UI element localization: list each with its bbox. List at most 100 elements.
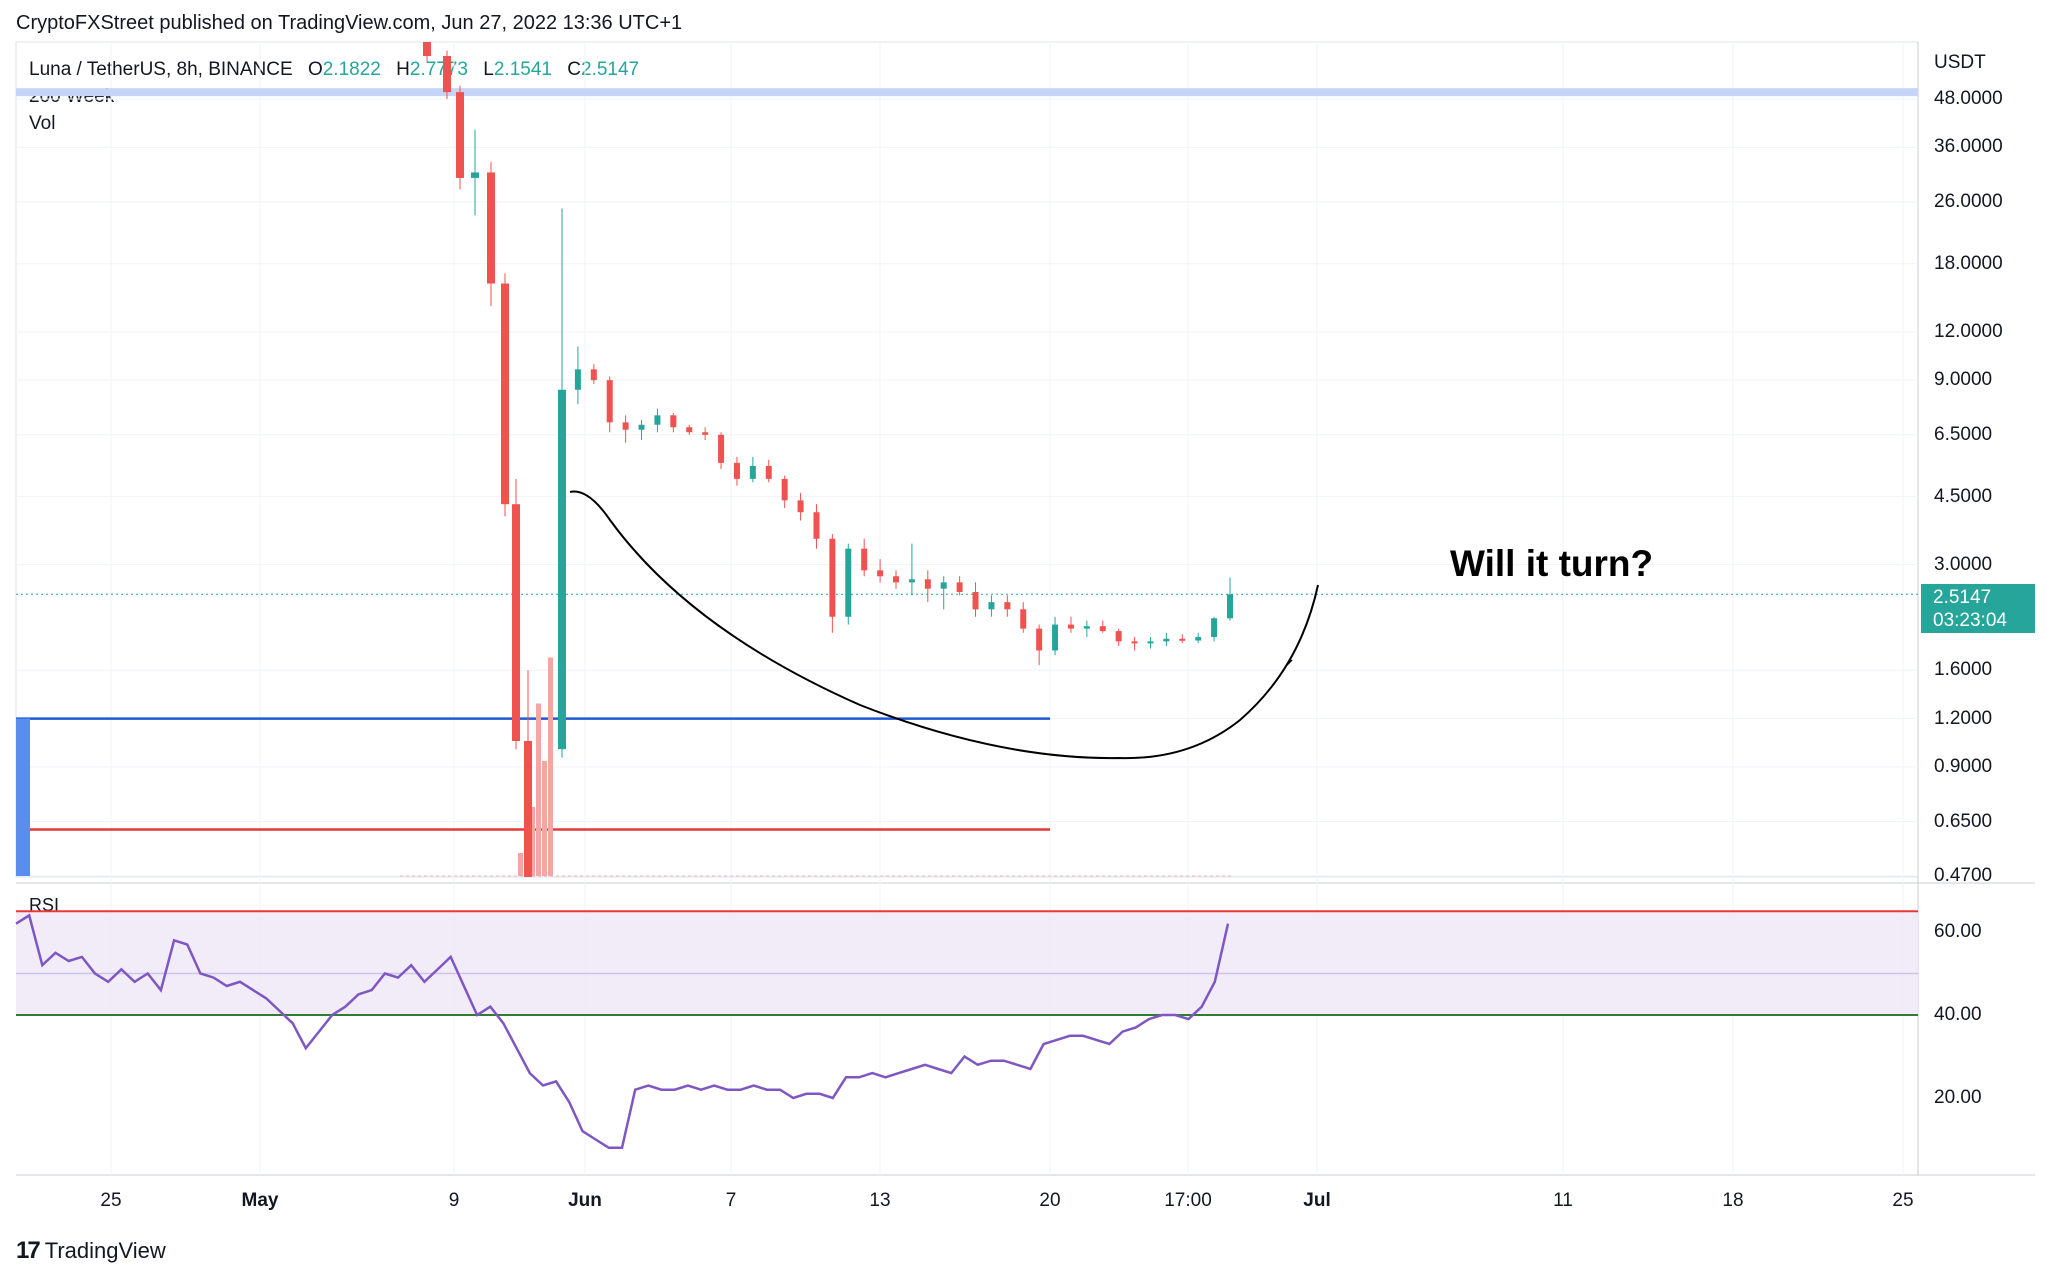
price-tick-label: 18.0000 — [1934, 252, 2003, 274]
price-tick-label: 6.5000 — [1934, 423, 1993, 445]
time-tick-label: May — [241, 1190, 279, 1211]
candle-body-47 — [1179, 638, 1186, 641]
candle-body-17 — [702, 432, 709, 435]
candle-body-38 — [1036, 628, 1043, 651]
candle-body-8 — [558, 389, 566, 750]
candle-body-42 — [1099, 626, 1106, 632]
footer-branding[interactable]: 17 TradingView — [16, 1237, 166, 1265]
candle-body-2 — [456, 92, 464, 178]
candle-body-46 — [1163, 638, 1170, 642]
last-price-value: 2.5147 — [1933, 587, 1992, 608]
candle-body-13 — [638, 424, 645, 430]
time-tick-label: 7 — [725, 1190, 737, 1211]
candle-body-0 — [423, 42, 431, 57]
rsi-tick-label: 60.00 — [1934, 921, 1982, 942]
time-tick-label: Jun — [568, 1190, 602, 1211]
time-tick-label: 18 — [1722, 1190, 1744, 1211]
volume-bar-4 — [542, 761, 547, 876]
legend-open-label: O — [307, 59, 323, 80]
legend-ohlc-row: Luna / TetherUS, 8h, BINANCE O2.1822 H 2.… — [29, 56, 639, 83]
candle-body-18 — [718, 434, 725, 463]
left-volume-block — [16, 718, 30, 876]
chart-annotation-text[interactable]: Will it turn? — [1450, 543, 1654, 584]
price-tick-label: 0.6500 — [1934, 810, 1993, 832]
legend-symbol[interactable]: Luna / TetherUS, 8h, BINANCE — [29, 59, 293, 80]
bar-countdown: 03:23:04 — [1933, 610, 2007, 631]
chart-legend: Luna / TetherUS, 8h, BINANCE O2.1822 H 2.… — [29, 56, 639, 137]
attribution-text: CryptoFXStreet published on TradingView.… — [16, 12, 683, 34]
candle-body-19 — [733, 462, 740, 479]
candle-body-22 — [781, 478, 788, 501]
price-tick-label: 36.0000 — [1934, 136, 2003, 158]
candle-body-26 — [845, 548, 852, 617]
candle-body-28 — [877, 570, 884, 577]
candle-body-1 — [443, 56, 451, 93]
price-tick-label: 4.5000 — [1934, 485, 1993, 507]
time-tick-label: 13 — [869, 1190, 891, 1211]
legend-close-value: 2.5147 — [581, 59, 640, 80]
candle-body-3 — [471, 172, 479, 178]
candle-body-45 — [1147, 641, 1154, 644]
rounding-bottom-drawing — [569, 490, 1319, 760]
candle-body-33 — [956, 582, 963, 592]
volume-bar-0 — [518, 853, 523, 876]
candle-body-14 — [654, 415, 661, 425]
time-tick-label: 25 — [100, 1190, 122, 1211]
time-tick-label: 20 — [1039, 1190, 1061, 1211]
price-tick-label: 26.0000 — [1934, 190, 2003, 212]
candle-body-21 — [765, 465, 772, 479]
rsi-pane-label[interactable]: RSI — [29, 895, 60, 915]
rsi-line — [15, 913, 1230, 1150]
candle-body-39 — [1052, 624, 1059, 651]
legend-low-value: 2.1541 — [493, 59, 552, 80]
candle-body-27 — [861, 548, 868, 571]
candle-body-50 — [1227, 594, 1233, 619]
time-tick-label: Jul — [1303, 1190, 1331, 1211]
candle-body-23 — [797, 500, 804, 513]
candle-body-49 — [1211, 618, 1218, 638]
price-tick-label: 1.2000 — [1934, 707, 1993, 729]
candle-body-44 — [1131, 641, 1138, 644]
legend-volume-indicator[interactable]: Vol — [29, 113, 56, 134]
price-scale-unit: USDT — [1934, 52, 1986, 73]
price-tick-label: 12.0000 — [1934, 320, 2003, 342]
volume-bar-2 — [530, 807, 535, 876]
legend-open-value: 2.1822 — [322, 59, 381, 80]
candle-body-11 — [606, 380, 613, 423]
time-tick-label: 17:00 — [1164, 1190, 1212, 1211]
candle-body-20 — [749, 465, 756, 479]
tradingview-logo-icon: 17 — [16, 1237, 41, 1264]
volume-bar-3 — [536, 703, 541, 876]
footer-brand-name: TradingView — [44, 1238, 166, 1263]
price-tick-label: 9.0000 — [1934, 369, 1993, 391]
legend-close-label: C — [567, 59, 581, 80]
candle-body-12 — [622, 422, 629, 430]
ma-200-week-line — [16, 88, 1918, 97]
candle-body-48 — [1195, 637, 1202, 641]
candle-body-4 — [487, 172, 495, 284]
candle-body-41 — [1083, 626, 1090, 629]
candle-body-40 — [1067, 624, 1074, 629]
candle-body-36 — [1004, 602, 1011, 610]
time-tick-label: 25 — [1892, 1190, 1914, 1211]
price-tick-label: 48.0000 — [1934, 88, 2003, 109]
candle-body-15 — [670, 415, 677, 428]
candle-body-10 — [590, 369, 597, 381]
last-price-badge: 2.5147 03:23:04 — [1921, 584, 2035, 633]
price-tick-label: 1.6000 — [1934, 659, 1993, 681]
price-tick-label: 0.9000 — [1934, 755, 1993, 777]
legend-low-label: L — [483, 59, 494, 80]
rsi-band-fill — [16, 911, 1918, 1015]
candle-body-7 — [524, 740, 532, 877]
time-tick-label: 11 — [1553, 1190, 1573, 1211]
candle-body-37 — [1020, 609, 1027, 629]
candle-body-9 — [574, 369, 581, 390]
candle-body-6 — [512, 504, 520, 741]
legend-high-label: H — [396, 59, 410, 80]
candle-body-34 — [972, 591, 979, 610]
rsi-tick-label: 40.00 — [1934, 1004, 1982, 1025]
candle-body-24 — [813, 512, 820, 539]
rsi-tick-label: 20.00 — [1934, 1087, 1982, 1108]
candle-body-31 — [924, 579, 931, 589]
